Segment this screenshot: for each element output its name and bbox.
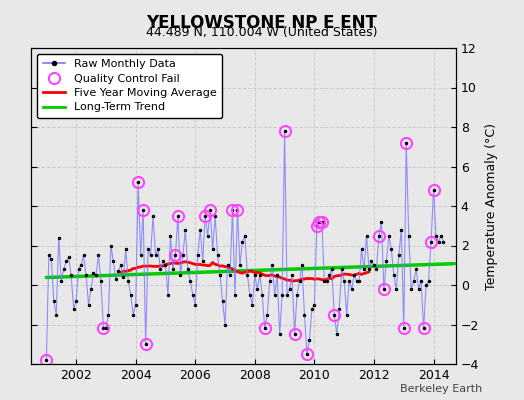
Legend: Raw Monthly Data, Quality Control Fail, Five Year Moving Average, Long-Term Tren: Raw Monthly Data, Quality Control Fail, … <box>37 54 222 118</box>
Text: 44.489 N, 110.004 W (United States): 44.489 N, 110.004 W (United States) <box>146 26 378 39</box>
Text: YELLOWSTONE NP E ENT: YELLOWSTONE NP E ENT <box>147 14 377 32</box>
Text: Berkeley Earth: Berkeley Earth <box>400 384 482 394</box>
Y-axis label: Temperature Anomaly (°C): Temperature Anomaly (°C) <box>485 122 498 290</box>
